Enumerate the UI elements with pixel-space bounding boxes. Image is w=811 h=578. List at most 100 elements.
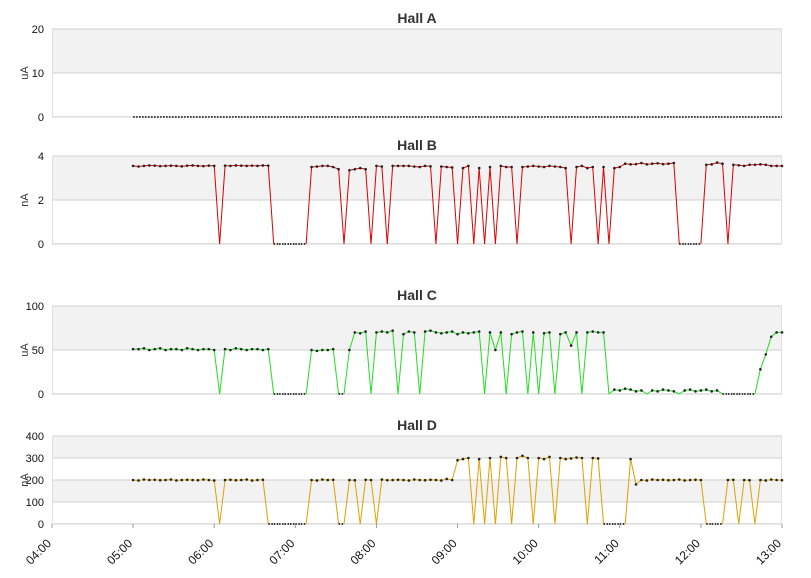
data-point (385, 331, 389, 334)
data-point (423, 478, 427, 482)
series-line-segment (570, 166, 578, 245)
series-line-segment (565, 168, 572, 245)
y-tick-label: 400 (26, 431, 44, 443)
data-point (521, 454, 524, 458)
y-tick-label: 200 (26, 475, 44, 487)
x-tick-label: 07:00 (266, 536, 297, 567)
data-point (131, 347, 135, 351)
data-point (450, 478, 454, 482)
series-line-segment (511, 166, 518, 245)
data-point (407, 164, 411, 168)
data-point (586, 166, 589, 170)
data-point (158, 346, 162, 350)
data-point (564, 331, 568, 334)
series-line-segment (673, 163, 680, 245)
data-point (553, 165, 557, 168)
data-point (358, 331, 362, 335)
series-line-segment (359, 479, 367, 525)
y-tick-label: 4 (38, 151, 44, 163)
data-point (223, 164, 227, 167)
chart-title: Hall A (397, 10, 436, 26)
data-point (358, 166, 362, 170)
data-point (726, 478, 730, 482)
data-point (640, 161, 643, 165)
series-line-segment (548, 456, 556, 525)
data-point (402, 164, 405, 168)
data-point (456, 332, 459, 336)
series-line-segment (586, 457, 594, 525)
series-line-segment (413, 332, 421, 395)
data-point (759, 368, 762, 371)
series-line-segment (754, 479, 761, 525)
series-line-segment (505, 457, 513, 525)
data-point (310, 348, 313, 352)
data-point (759, 163, 762, 166)
data-point (169, 164, 173, 167)
series-line-segment (365, 331, 372, 395)
data-point (250, 164, 254, 167)
series-line-segment (435, 166, 442, 245)
data-point (521, 330, 524, 333)
data-point (634, 162, 638, 166)
series-line-segment (532, 332, 540, 395)
series-line-segment (494, 456, 502, 525)
data-point (191, 347, 194, 351)
data-point (391, 164, 394, 168)
data-point (596, 457, 600, 460)
panel-hall-c: Hall C 0 50 100 uA (19, 287, 784, 401)
data-point (331, 165, 335, 169)
series-line-segment (219, 349, 226, 395)
series-line-segment (500, 332, 507, 395)
data-point (629, 388, 632, 391)
data-point (531, 331, 535, 334)
series-line-segment (722, 163, 729, 245)
data-point (142, 346, 146, 350)
data-point (131, 164, 135, 168)
data-point (250, 347, 254, 351)
data-point (326, 348, 330, 352)
series-line-segment (219, 479, 226, 525)
series-line-segment (457, 168, 464, 245)
data-point (137, 347, 140, 351)
data-point (510, 332, 513, 336)
data-point (769, 335, 773, 339)
plot-band (52, 306, 782, 350)
data-point (348, 348, 351, 352)
data-point (558, 332, 562, 336)
data-point (212, 479, 216, 482)
data-point (326, 478, 330, 482)
plot-border (52, 156, 782, 244)
data-point (623, 387, 627, 391)
data-point (202, 164, 205, 168)
data-point (742, 478, 746, 482)
data-point (548, 455, 551, 459)
data-point (456, 458, 459, 462)
data-point (467, 456, 470, 460)
plot-border (52, 306, 782, 394)
data-point (650, 478, 654, 481)
data-point (667, 162, 670, 165)
data-point (618, 389, 622, 392)
series-line-segment (494, 165, 502, 245)
series-line-segment (305, 479, 313, 525)
data-point (780, 164, 784, 168)
data-point (396, 478, 400, 482)
chart-title: Hall D (397, 417, 437, 433)
data-point (558, 456, 562, 460)
data-point (245, 348, 248, 352)
data-point (353, 331, 357, 334)
data-point (461, 331, 465, 334)
data-point (261, 164, 265, 167)
data-point (531, 164, 535, 168)
data-point (526, 456, 530, 460)
series-line-segment (489, 332, 496, 351)
data-point (732, 478, 735, 482)
data-point (137, 479, 140, 482)
data-point (488, 331, 492, 334)
data-point (688, 388, 692, 391)
series-line-segment (397, 334, 404, 395)
x-tick-label: 09:00 (429, 536, 460, 567)
data-point (239, 347, 243, 351)
data-point (742, 164, 746, 168)
data-point (418, 478, 422, 482)
